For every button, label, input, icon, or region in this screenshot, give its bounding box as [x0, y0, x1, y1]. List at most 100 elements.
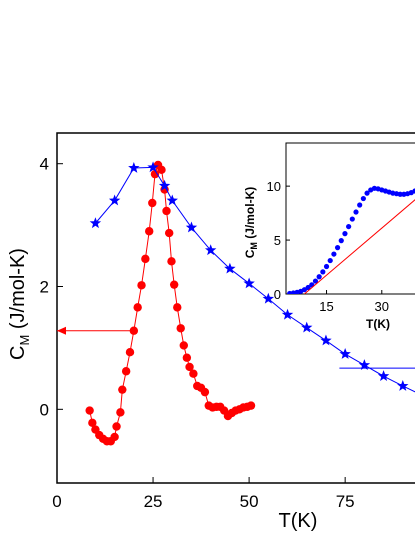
inset-chart: 15 30 0 5 10 T(K) CM (J/mol-K)	[243, 142, 415, 331]
data-point	[89, 217, 102, 229]
data-point	[116, 408, 125, 417]
data-point	[246, 401, 256, 410]
data-point	[323, 263, 330, 270]
x-tick-label: 50	[240, 492, 259, 511]
inset-y-axis-title: CM (J/mol-K)	[243, 187, 259, 259]
data-point	[262, 292, 275, 304]
data-point	[133, 303, 142, 312]
data-point	[412, 188, 415, 194]
y-tick-label: 0	[274, 287, 281, 302]
data-point	[305, 284, 311, 291]
data-point	[397, 379, 409, 391]
data-point	[320, 269, 326, 275]
y-tick-label: 2	[40, 278, 49, 297]
main-x-axis-title: T(K)	[279, 510, 318, 532]
data-point	[179, 341, 188, 350]
data-point	[157, 165, 166, 175]
data-point	[349, 216, 355, 222]
y-tick-label: 10	[267, 179, 281, 194]
main-y-axis-title-main: C	[7, 346, 29, 360]
data-point	[204, 244, 217, 256]
x-tick-label: 25	[144, 492, 163, 511]
data-point	[189, 369, 198, 378]
data-point	[150, 169, 160, 179]
data-point	[182, 353, 192, 362]
data-point	[185, 221, 198, 233]
y-tick-label: 0	[40, 400, 49, 419]
data-point	[353, 209, 359, 215]
main-ticks	[56, 163, 346, 483]
main-y-axis-title: CM (J/mol-K)	[7, 248, 32, 360]
inset-x-axis-title: T(K)	[366, 317, 390, 331]
inset-y-axis-title-sub: M	[249, 242, 259, 250]
data-point	[334, 245, 341, 251]
data-point	[331, 251, 337, 257]
data-point	[312, 278, 319, 284]
data-point	[281, 308, 294, 320]
data-point	[112, 422, 121, 431]
series-0	[287, 185, 415, 294]
main-y-axis-title-sub: M	[17, 335, 32, 346]
data-point	[358, 359, 371, 370]
data-point	[128, 162, 140, 173]
data-point	[320, 334, 332, 346]
arrow-head	[57, 326, 66, 335]
data-point	[141, 254, 150, 264]
inset-y-axis-title-rest: (J/mol-K)	[243, 187, 257, 242]
data-point	[85, 406, 94, 415]
data-point	[158, 179, 171, 191]
data-point	[164, 228, 174, 238]
series-1	[89, 161, 415, 393]
x-tick-label: 0	[52, 492, 61, 511]
x-tick-label: 75	[336, 492, 355, 511]
main-series	[85, 160, 415, 446]
data-point	[169, 280, 179, 289]
data-point	[125, 348, 135, 357]
data-point	[360, 195, 366, 202]
data-point	[137, 281, 146, 290]
data-point	[148, 198, 157, 208]
data-point	[88, 418, 97, 428]
data-point	[346, 223, 352, 230]
data-point	[166, 194, 178, 206]
data-point	[327, 257, 333, 264]
inset-series	[287, 185, 415, 294]
data-point	[118, 385, 127, 394]
data-point	[200, 387, 210, 397]
x-tick-label: 15	[319, 299, 333, 314]
data-point	[110, 432, 119, 442]
data-point	[301, 321, 313, 333]
data-point	[167, 257, 176, 266]
data-point	[129, 326, 139, 335]
data-point	[342, 231, 348, 237]
series-1	[304, 199, 415, 294]
data-point	[338, 238, 344, 244]
data-point	[339, 348, 351, 359]
data-point	[108, 194, 121, 206]
data-point	[243, 277, 255, 289]
data-point	[121, 367, 131, 376]
data-point	[162, 206, 171, 216]
data-point	[224, 262, 236, 274]
data-point	[176, 324, 185, 333]
main-plot-frame	[56, 132, 415, 484]
data-point	[357, 202, 363, 208]
y-tick-label: 5	[274, 233, 281, 248]
series-0	[85, 160, 256, 446]
data-point	[377, 370, 390, 382]
inset-tick-labels: 15 30 0 5 10	[267, 179, 389, 314]
series-line	[89, 163, 252, 442]
data-point	[397, 191, 403, 197]
data-point	[147, 161, 159, 173]
data-point	[145, 227, 154, 236]
data-point	[364, 190, 370, 196]
main-annotations	[57, 326, 415, 369]
inset-y-axis-title-main: C	[243, 249, 257, 258]
data-point	[185, 362, 194, 372]
y-tick-label: 4	[40, 155, 49, 174]
series-line	[304, 199, 415, 294]
data-point	[173, 303, 182, 312]
